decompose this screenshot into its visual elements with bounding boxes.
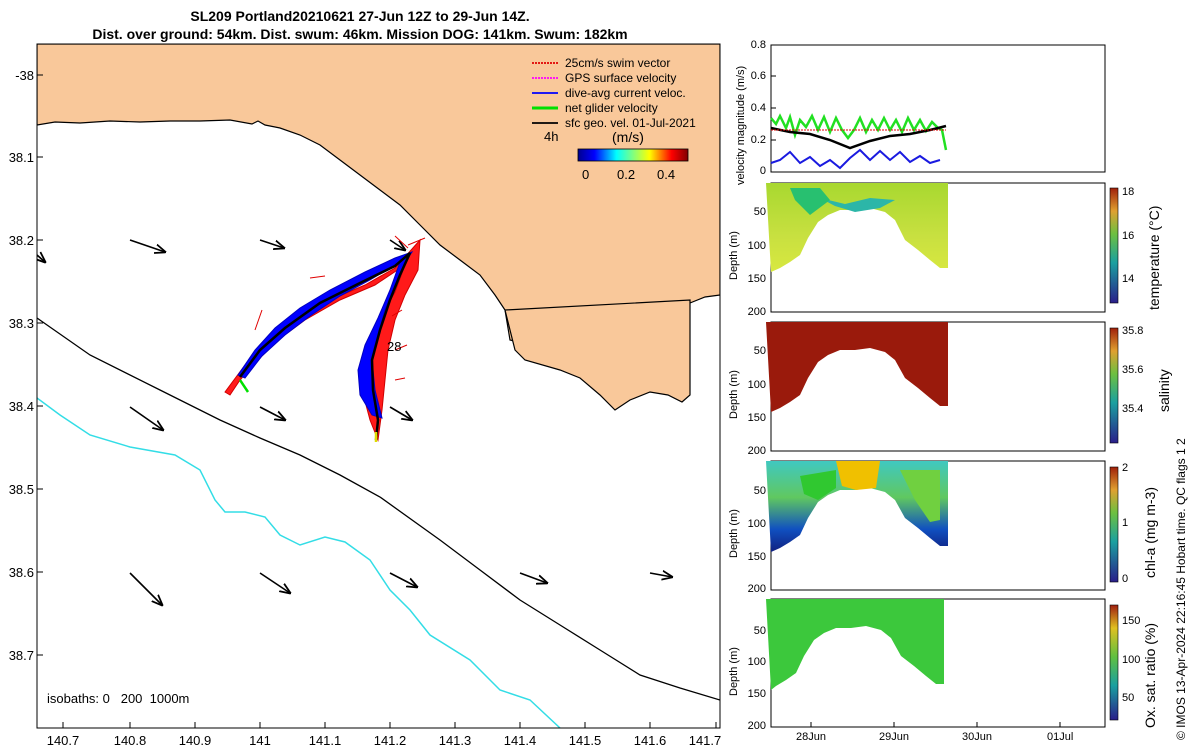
salinity-cbar-label: salinity (1156, 369, 1172, 412)
chla-cbar-tick: 0 (1122, 573, 1129, 585)
lon-tick: 140.8 (113, 733, 147, 748)
legend-swim-vector: 25cm/s swim vector (565, 56, 671, 70)
map-legend-symbols (532, 62, 558, 124)
oxygen-cbar-tick: 100 (1122, 654, 1141, 666)
lon-tick: 141.3 (438, 733, 472, 748)
depth-tick: 100 (747, 379, 766, 391)
depth-tick: 50 (753, 625, 766, 637)
lon-tick: 141 (249, 733, 271, 748)
oxygen-cbar-tick: 50 (1122, 692, 1135, 704)
depth-tick: 150 (747, 412, 766, 424)
temperature-cbar-tick: 16 (1122, 230, 1135, 242)
lat-tick: 38.5 (8, 482, 34, 497)
velocity-ytick: 0.2 (750, 134, 766, 146)
velocity-ytick: 0 (759, 165, 766, 177)
depth-tick: 150 (747, 551, 766, 563)
colorbar-tick: 0 (582, 167, 590, 182)
isobaths-label: isobaths: 0 200 1000m (47, 691, 190, 706)
speed-colorbar (577, 148, 689, 162)
isobath-1000m (37, 397, 561, 728)
lon-tick: 141.4 (503, 733, 537, 748)
depth-tick: 50 (753, 485, 766, 497)
velocity-series-sfc-geo (770, 124, 947, 150)
lon-tick: 140.9 (178, 733, 212, 748)
colorbar-tick: 0.2 (617, 167, 636, 182)
chla-cbar-tick: 2 (1122, 462, 1129, 474)
salinity-section (766, 322, 948, 412)
depth-tick: 100 (747, 518, 766, 530)
depth-tick: 200 (747, 445, 766, 457)
lat-tick: 38.1 (8, 150, 34, 165)
lon-tick: 141.7 (688, 733, 722, 748)
depth-tick: 100 (747, 656, 766, 668)
date-tick: 28Jun (796, 731, 826, 743)
lat-tick: -38 (15, 68, 34, 83)
chla-cbar-tick: 1 (1122, 517, 1129, 529)
oxygen-cbar-tick: 150 (1122, 615, 1141, 627)
temperature-cbar-label: temperature (°C) (1146, 205, 1162, 310)
salinity-cbar-tick: 35.6 (1122, 364, 1144, 376)
glider-track (224, 235, 426, 442)
isobath-200m (37, 317, 720, 701)
plot-title-line1: SL209 Portland20210621 27-Jun 12Z to 29-… (190, 8, 530, 24)
depth-tick: 200 (747, 583, 766, 595)
copyright-note: © IMOS 13-Apr-2024 22:16:45 Hobart time.… (1174, 438, 1188, 740)
oxygen-section (766, 599, 944, 690)
lon-tick: 140.7 (46, 733, 80, 748)
velocity-series-dive-avg (770, 148, 941, 170)
legend-dive-avg-current: dive-avg current veloc. (565, 86, 686, 100)
legend-sfc-geo-velocity: sfc geo. vel. 01-Jul-2021 (565, 116, 696, 130)
depth-tick: 200 (747, 720, 766, 732)
date-tick: 01Jul (1047, 731, 1074, 743)
chla-cbar-label: chl-a (mg m-3) (1142, 486, 1158, 578)
plot-title-line2: Dist. over ground: 54km. Dist. swum: 46k… (92, 26, 628, 42)
oxygen-cbar-label: Ox. sat. ratio (%) (1142, 622, 1158, 728)
lon-tick: 141.5 (568, 733, 602, 748)
colorbar-tick: 0.4 (657, 167, 676, 182)
temperature-cbar-tick: 18 (1122, 186, 1135, 198)
date-tick: 30Jun (962, 731, 992, 743)
lat-tick: 38.3 (8, 316, 34, 331)
lat-tick: 38.7 (8, 648, 34, 663)
date-tick: 29Jun (879, 731, 909, 743)
velocity-ytick: 0.6 (750, 70, 766, 82)
velocity-ytick: 0.8 (750, 39, 766, 51)
lon-tick: 141.6 (633, 733, 667, 748)
velocity-ytick: 0.4 (750, 102, 766, 114)
track-day-label: 28 (387, 339, 402, 354)
temperature-cbar-tick: 14 (1122, 273, 1135, 285)
time-label: 4h (544, 129, 559, 144)
depth-tick: 50 (753, 206, 766, 218)
colorbar-unit: (m/s) (612, 129, 644, 145)
lon-tick: 141.1 (308, 733, 342, 748)
depth-tick: 150 (747, 688, 766, 700)
lat-tick: 38.4 (8, 399, 34, 414)
lon-tick: 141.2 (373, 733, 407, 748)
flow-arrows (37, 239, 672, 605)
lat-tick: 38.2 (8, 233, 34, 248)
legend-gps-velocity: GPS surface velocity (565, 71, 677, 85)
depth-tick: 200 (747, 306, 766, 318)
depth-tick: 50 (753, 345, 766, 357)
salinity-cbar-tick: 35.4 (1122, 403, 1144, 415)
lat-tick: 38.6 (8, 565, 34, 580)
depth-tick: 100 (747, 240, 766, 252)
map-frame (36, 43, 721, 729)
legend-net-glider-velocity: net glider velocity (565, 101, 658, 115)
salinity-cbar-tick: 35.8 (1122, 325, 1144, 337)
depth-tick: 150 (747, 273, 766, 285)
